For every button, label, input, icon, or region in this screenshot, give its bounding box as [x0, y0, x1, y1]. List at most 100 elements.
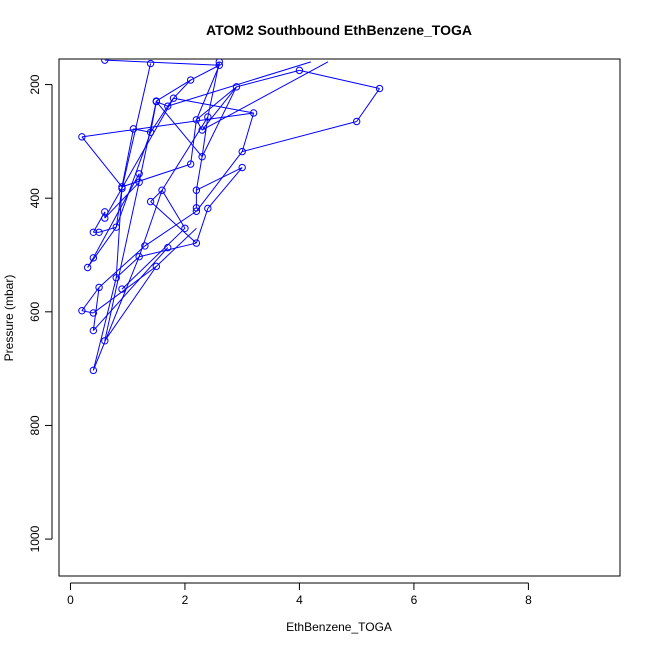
data-point — [215, 59, 223, 66]
profile-segment — [155, 227, 197, 267]
profile-segment — [98, 245, 146, 288]
x-tick-label: 0 — [67, 593, 74, 607]
profile-segment — [190, 119, 197, 165]
profile-segment — [196, 86, 237, 121]
data-point — [83, 263, 92, 272]
data-point — [198, 153, 206, 161]
data-point — [249, 109, 258, 117]
y-tick-label: 600 — [28, 301, 42, 321]
data-point — [146, 197, 155, 206]
data-point — [169, 94, 178, 102]
profile-segment — [167, 61, 312, 107]
data-point — [146, 128, 155, 136]
plot-frame — [58, 58, 621, 577]
data-points — [78, 59, 384, 375]
data-point — [181, 224, 189, 233]
profile-segment — [155, 101, 203, 158]
data-point — [141, 242, 149, 250]
data-point — [232, 83, 241, 91]
data-point — [78, 133, 86, 141]
profile-segment — [241, 112, 255, 152]
data-point — [192, 186, 201, 194]
profile-segment — [104, 182, 140, 341]
profile-segment — [156, 79, 191, 102]
profile-segment — [195, 156, 203, 191]
profile-segment — [104, 266, 157, 342]
profile-segment — [201, 86, 237, 131]
profile-segment — [156, 101, 168, 107]
profile-segment — [207, 61, 220, 118]
y-axis-label: Pressure (mbar) — [2, 275, 16, 362]
data-point — [146, 59, 155, 68]
profile-segment — [121, 128, 134, 187]
data-point — [101, 208, 109, 216]
profile-segment — [115, 186, 123, 278]
profile-segment — [121, 163, 191, 188]
data-point — [95, 283, 103, 292]
data-point — [89, 254, 98, 262]
profile-segment — [207, 167, 243, 209]
profile-segment — [92, 247, 169, 331]
profile-segment — [115, 256, 140, 279]
profile-segment — [92, 277, 117, 371]
data-point — [118, 285, 126, 293]
chart-title: ATOM2 Southbound EthBenzene_TOGA — [206, 22, 472, 38]
data-point — [192, 204, 201, 212]
profile-segment — [104, 59, 220, 66]
data-point — [238, 147, 246, 156]
data-point — [215, 61, 223, 69]
data-point — [204, 113, 212, 121]
data-point — [135, 170, 143, 178]
profile-segment — [161, 116, 209, 191]
data-point — [198, 126, 206, 134]
profile-segment — [195, 208, 209, 244]
y-axis: 200 400 600 800 1000 — [28, 74, 53, 552]
data-point — [164, 243, 172, 252]
data-point — [238, 163, 246, 172]
data-point — [352, 117, 361, 126]
y-tick-label: 200 — [28, 74, 42, 94]
profile-segment — [81, 112, 254, 138]
profile-segment — [139, 242, 197, 258]
profile-segment — [195, 151, 243, 212]
data-point — [95, 228, 103, 236]
profile-segment — [161, 189, 186, 229]
data-point — [89, 366, 98, 375]
data-point — [135, 253, 143, 261]
data-point — [129, 125, 138, 133]
profile-segment — [190, 64, 220, 81]
data-point — [78, 306, 86, 315]
data-point — [158, 186, 166, 194]
x-tick-label: 6 — [411, 593, 418, 607]
data-point — [101, 337, 109, 345]
data-point — [118, 184, 126, 193]
profile-segment — [104, 181, 140, 219]
profile-segment — [150, 189, 163, 202]
data-point — [152, 262, 161, 271]
data-point — [101, 59, 109, 64]
y-tick-label: 400 — [28, 188, 42, 208]
data-point — [89, 326, 98, 335]
data-point — [192, 207, 201, 215]
data-point — [186, 76, 195, 84]
y-tick-label: 800 — [28, 415, 42, 435]
profile-segment — [196, 167, 243, 191]
data-point — [192, 116, 201, 124]
data-point — [295, 66, 304, 75]
data-point — [204, 204, 212, 213]
x-tick-label: 4 — [296, 593, 303, 607]
profile-lines — [81, 59, 380, 371]
data-point — [135, 178, 143, 186]
profile-segment — [195, 65, 220, 120]
profile-segment — [173, 79, 192, 99]
x-tick-label: 8 — [525, 593, 532, 607]
x-axis-label: EthBenzene_TOGA — [286, 620, 392, 634]
profile-segment — [201, 61, 329, 131]
data-point — [186, 160, 195, 168]
data-point — [112, 223, 120, 231]
profile-segment — [92, 287, 100, 331]
data-point — [89, 309, 98, 317]
data-point — [112, 274, 120, 282]
x-tick-label: 2 — [182, 593, 189, 607]
data-point — [375, 84, 384, 93]
